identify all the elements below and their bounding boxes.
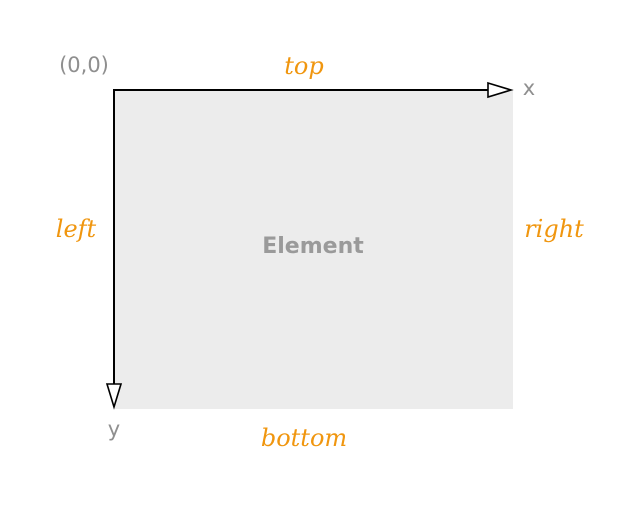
y-axis-arrowhead [105, 383, 123, 410]
edge-label-bottom: bottom [261, 424, 347, 452]
edge-label-top: top [284, 52, 323, 80]
edge-label-left: left [56, 215, 97, 243]
y-axis-label: y [108, 417, 120, 441]
element-box [115, 90, 513, 409]
origin-label: (0,0) [59, 53, 109, 77]
edge-label-right: right [524, 215, 584, 243]
x-axis-label: x [523, 76, 535, 100]
x-axis-arrowhead [487, 81, 514, 99]
element-label: Element [262, 234, 364, 259]
